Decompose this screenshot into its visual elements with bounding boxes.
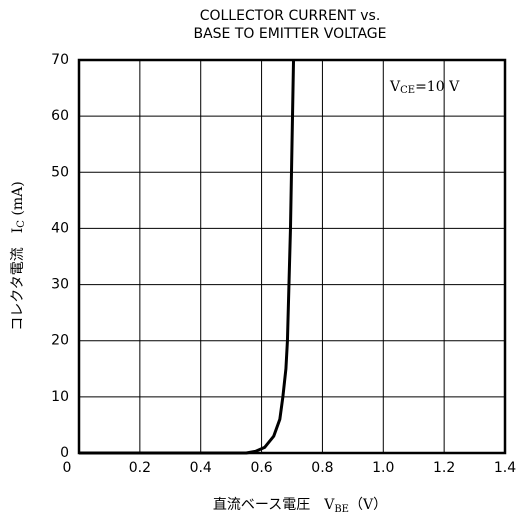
x-label-sub: BE (334, 504, 349, 515)
plot-frame (77, 58, 507, 455)
y-axis-label: コレクタ電流 IC (mA) (10, 181, 27, 330)
y-tick-label: 40 (51, 220, 69, 236)
y-tick-label: 70 (51, 52, 69, 68)
annotation-text: V (389, 79, 401, 95)
y-label-sub: C (16, 220, 27, 228)
x-label-text: 直流ベース電圧 V (213, 496, 335, 513)
x-tick-label: 0.8 (311, 460, 333, 476)
annotation-sub: CE (400, 85, 415, 96)
y-tick-label: 60 (51, 108, 69, 124)
y-label-unit: (mA) (10, 181, 26, 220)
x-tick-label: 1.4 (494, 460, 516, 476)
annotation-text: =10 V (415, 79, 460, 95)
y-tick-label: 0 (60, 445, 69, 461)
chart-title: BASE TO EMITTER VOLTAGE (193, 26, 386, 42)
annotation: VCE=10 V (389, 79, 460, 96)
x-label-unit: （V） (349, 497, 387, 513)
x-tick-label: 1.2 (433, 460, 455, 476)
line-series (79, 59, 296, 455)
y-tick-label: 10 (51, 389, 69, 405)
y-tick-label: 50 (51, 164, 69, 180)
x-tick-label: 0 (63, 460, 72, 476)
x-tick-label: 1.0 (372, 460, 394, 476)
x-tick-label: 0.4 (190, 460, 212, 476)
chart-title: COLLECTOR CURRENT vs. (200, 8, 381, 24)
x-axis-label: 直流ベース電圧 VBE（V） (213, 496, 387, 515)
y-tick-label: 30 (51, 277, 69, 293)
y-tick-label: 20 (51, 333, 69, 349)
y-label-text: コレクタ電流 I (10, 228, 26, 331)
x-tick-label: 0.6 (250, 460, 272, 476)
x-tick-label: 0.2 (129, 460, 151, 476)
